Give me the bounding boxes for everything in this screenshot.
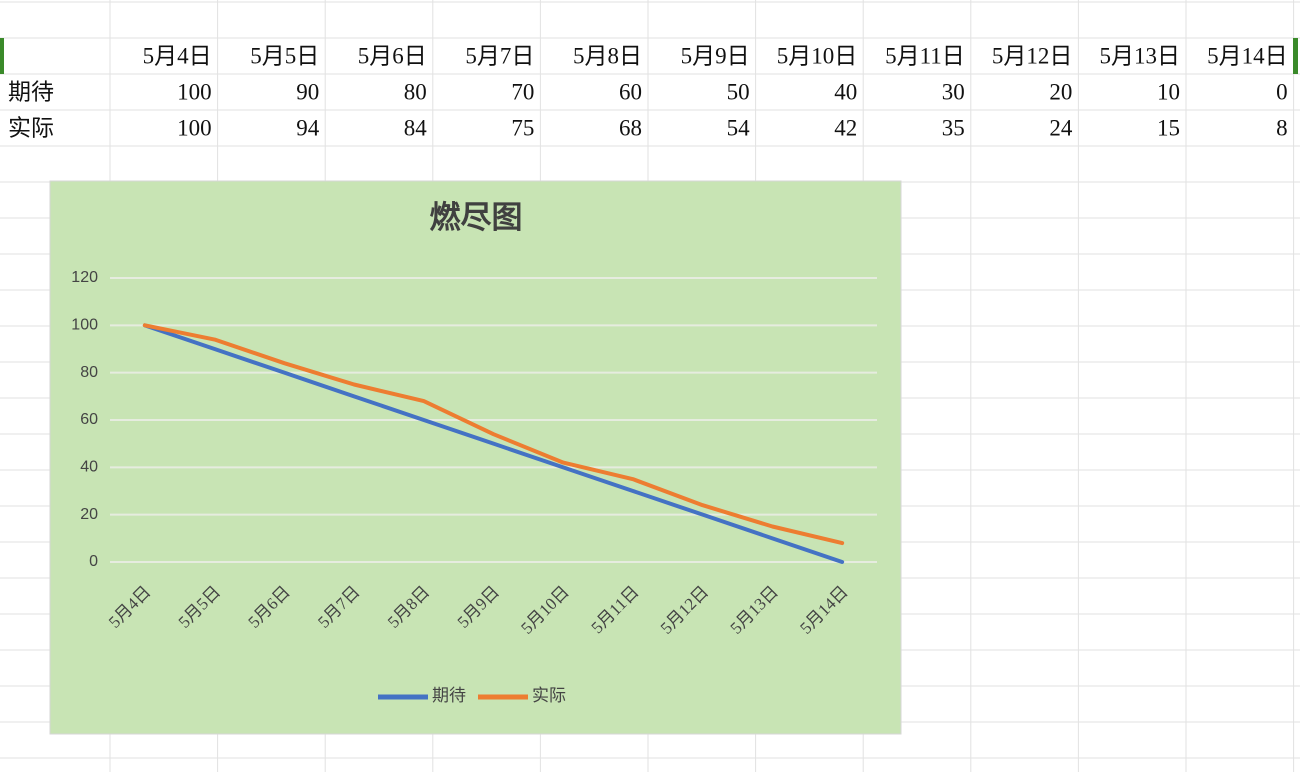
cell-value: 68 xyxy=(619,115,642,140)
legend-label: 期待 xyxy=(432,686,466,705)
y-tick-label: 100 xyxy=(71,317,98,334)
cell-value: 42 xyxy=(834,115,857,140)
series-line xyxy=(142,323,845,564)
cell-value: 50 xyxy=(727,79,750,104)
row-label: 期待 xyxy=(8,79,54,104)
cell-value: 75 xyxy=(511,115,534,140)
cell-value: 90 xyxy=(296,79,319,104)
cell-value: 70 xyxy=(511,79,534,104)
cell-value: 60 xyxy=(619,79,642,104)
column-header: 5月4日 xyxy=(143,43,212,68)
column-header: 5月7日 xyxy=(465,43,534,68)
column-header: 5月11日 xyxy=(885,43,965,68)
legend-label: 实际 xyxy=(532,686,566,705)
column-header: 5月13日 xyxy=(1100,43,1181,68)
y-tick-label: 40 xyxy=(80,459,98,476)
column-header: 5月6日 xyxy=(358,43,427,68)
chart-title: 燃尽图 xyxy=(430,200,523,235)
cell-value: 35 xyxy=(942,115,965,140)
cell-value: 15 xyxy=(1157,115,1180,140)
cell-value: 10 xyxy=(1157,79,1180,104)
y-tick-label: 120 xyxy=(71,269,98,286)
cell-value: 24 xyxy=(1049,115,1073,140)
column-header: 5月8日 xyxy=(573,43,642,68)
cell-value: 8 xyxy=(1276,115,1288,140)
series-line xyxy=(142,323,845,546)
row-label: 实际 xyxy=(8,115,54,140)
table: 5月4日 5月5日 5月6日 5月7日 5月8日 5月9日 5月10日 5月11日 5月12日 5… xyxy=(8,43,1288,140)
cell-value: 100 xyxy=(177,79,212,104)
cell-value: 30 xyxy=(942,79,965,104)
column-header: 5月5日 xyxy=(250,43,319,68)
cell-value: 20 xyxy=(1049,79,1072,104)
cell-value: 0 xyxy=(1276,79,1288,104)
chart-area xyxy=(49,180,902,735)
cell-value: 40 xyxy=(834,79,857,104)
y-tick-label: 0 xyxy=(89,553,98,570)
selection-edge xyxy=(0,38,4,74)
y-tick-label: 80 xyxy=(80,364,98,381)
cell-value: 94 xyxy=(296,115,320,140)
y-tick-label: 20 xyxy=(80,506,98,523)
column-header: 5月10日 xyxy=(777,43,858,68)
cell-value: 54 xyxy=(727,115,751,140)
selection-edge xyxy=(1293,38,1298,74)
column-header: 5月14日 xyxy=(1207,43,1288,68)
cell-value: 80 xyxy=(404,79,427,104)
column-header: 5月12日 xyxy=(992,43,1073,68)
cell-value: 84 xyxy=(404,115,428,140)
column-header: 5月9日 xyxy=(681,43,750,68)
cell-value: 100 xyxy=(177,115,212,140)
y-tick-label: 60 xyxy=(80,411,98,428)
